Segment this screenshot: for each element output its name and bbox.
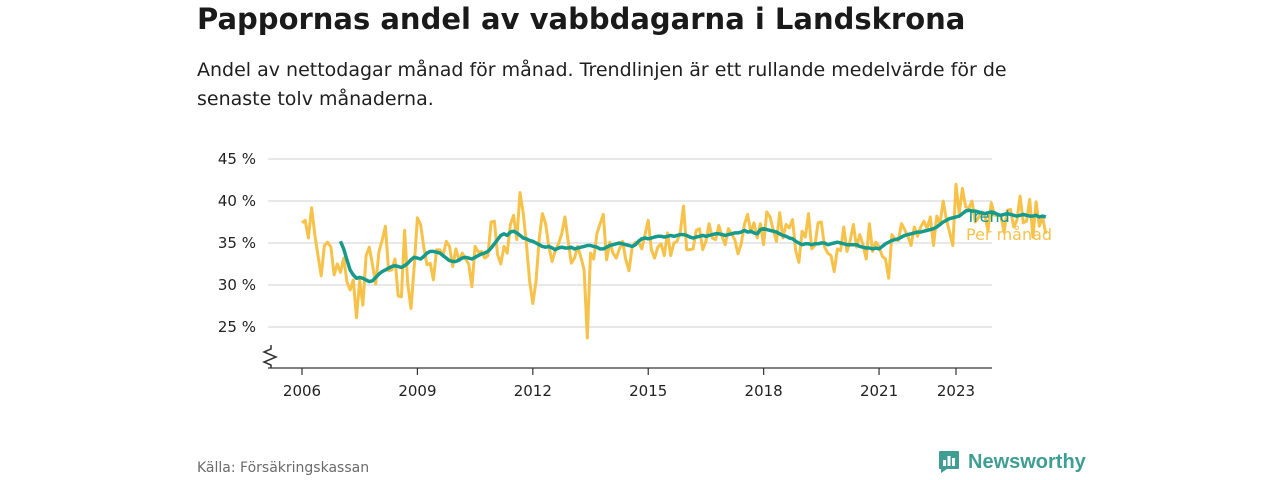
- series-labels: Trend Per månad: [965, 207, 1052, 244]
- axis-break-icon: [262, 345, 278, 368]
- chart-subtitle: Andel av nettodagar månad för månad. Tre…: [197, 59, 1007, 110]
- x-tick-label: 2009: [398, 382, 436, 400]
- x-tick-label: 2015: [629, 382, 667, 400]
- x-tick-label: 2018: [745, 382, 783, 400]
- x-tick-labels: 2006 2009 2012 2015 2018 2021 2023: [283, 382, 975, 400]
- series-label-monthly: Per månad: [966, 225, 1052, 244]
- series-line-trend: [338, 208, 1047, 284]
- x-tick-label: 2006: [283, 382, 321, 400]
- chart-title: Pappornas andel av vabbdagarna i Landskr…: [197, 2, 966, 36]
- x-axis: [262, 345, 992, 375]
- x-tick-label: 2023: [937, 382, 975, 400]
- y-tick-label: 30 %: [218, 276, 256, 294]
- x-tick-label: 2012: [514, 382, 552, 400]
- y-tick-label: 40 %: [218, 192, 256, 210]
- brand-logo[interactable]: Newsworthy: [938, 450, 1086, 474]
- y-tick-label: 45 %: [218, 150, 256, 168]
- y-tick-label: 35 %: [218, 234, 256, 252]
- series-lines: [301, 182, 1048, 340]
- series-line-per-manad: [301, 182, 1048, 340]
- source-note: Källa: Försäkringskassan: [197, 460, 370, 476]
- y-tick-label: 25 %: [218, 318, 256, 336]
- x-tick-label: 2021: [860, 382, 898, 400]
- brand-name: Newsworthy: [968, 450, 1086, 473]
- grid-lines: [268, 158, 992, 328]
- newsworthy-logo-icon: [938, 450, 960, 474]
- series-label-trend: Trend: [965, 207, 1010, 226]
- y-tick-labels: 25 % 30 % 35 % 40 % 45 %: [218, 150, 256, 336]
